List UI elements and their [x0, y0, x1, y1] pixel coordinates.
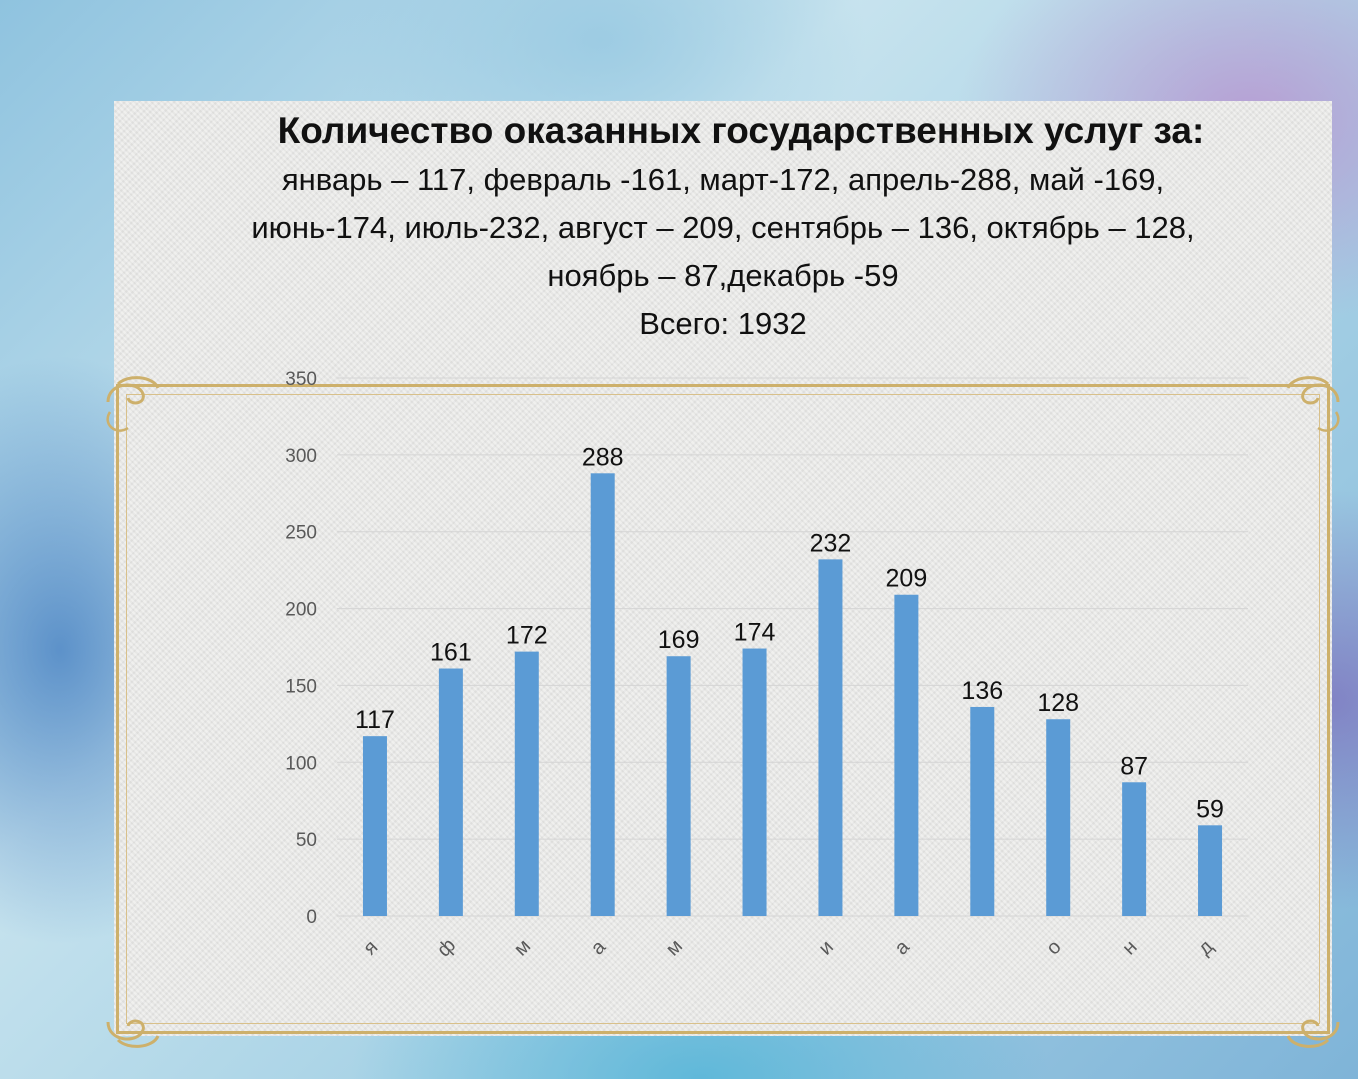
data-label: 128 — [1037, 689, 1079, 717]
data-label: 174 — [734, 619, 776, 647]
x-tick-label: а — [890, 935, 914, 959]
subtitle-line-1: январь – 117, февраль -161, март-172, ап… — [281, 162, 1165, 197]
data-label: 209 — [886, 565, 928, 593]
decorative-frame-inner — [126, 394, 1320, 1024]
corner-ornament-bottom-right — [1286, 1019, 1340, 1048]
data-label: 87 — [1120, 752, 1148, 780]
y-tick-label: 300 — [285, 446, 317, 467]
bar — [818, 559, 843, 916]
data-label: 117 — [355, 706, 395, 734]
data-label: 172 — [506, 622, 548, 650]
y-tick-label: 250 — [285, 523, 317, 544]
data-label: 288 — [582, 443, 624, 471]
data-label: 136 — [961, 677, 1003, 705]
data-label: 232 — [810, 529, 852, 557]
bar — [514, 651, 539, 916]
x-tick-label: и — [814, 936, 837, 959]
data-label: 59 — [1196, 795, 1224, 823]
bar — [894, 594, 919, 916]
subtitle-line-3: ноябрь – 87,декабрь -59 — [547, 258, 899, 293]
x-tick-label: м — [510, 935, 535, 960]
slide-title: Количество оказанных государственных усл… — [277, 110, 1205, 151]
x-tick-label: а — [587, 935, 611, 959]
x-tick-label: д — [1194, 936, 1218, 960]
bar — [362, 736, 387, 916]
bar — [1122, 782, 1147, 916]
bar — [590, 473, 615, 916]
x-tick-label: м — [662, 935, 687, 960]
data-label: 161 — [430, 639, 472, 667]
x-tick-label: ф — [433, 934, 460, 961]
data-label: 169 — [658, 626, 700, 654]
total-line: Всего: 1932 — [639, 306, 807, 341]
x-tick-label: н — [1118, 936, 1141, 959]
corner-ornament-top-left — [106, 376, 160, 432]
subtitle-line-2: июнь-174, июль-232, август – 209, сентяб… — [251, 210, 1195, 245]
y-tick-label: 50 — [296, 830, 317, 851]
x-tick-label: о — [1042, 936, 1065, 959]
bar — [970, 706, 995, 916]
decorative-frame — [116, 384, 1330, 1034]
x-tick-label: я — [359, 936, 382, 959]
bar — [438, 668, 463, 916]
y-tick-label: 150 — [285, 676, 317, 697]
slide-header: Количество оказанных государственных усл… — [114, 106, 1332, 348]
bar — [1198, 825, 1223, 916]
corner-ornament-bottom-left — [106, 1019, 160, 1048]
y-tick-label: 0 — [306, 907, 317, 928]
corner-ornament-top-right — [1286, 376, 1340, 432]
y-tick-label: 200 — [285, 600, 317, 621]
bar — [742, 648, 767, 916]
y-tick-label: 100 — [285, 753, 317, 774]
y-tick-label: 350 — [285, 369, 317, 390]
slide-paper — [114, 101, 1332, 1036]
bar — [666, 656, 691, 916]
bar — [1046, 719, 1071, 916]
